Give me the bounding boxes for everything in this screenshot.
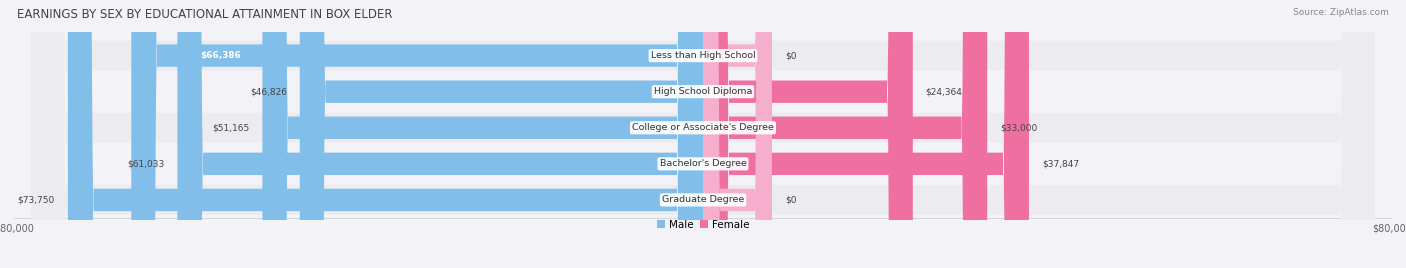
Text: $66,386: $66,386 [200,51,240,60]
FancyBboxPatch shape [31,0,1375,268]
FancyBboxPatch shape [299,0,703,268]
Text: EARNINGS BY SEX BY EDUCATIONAL ATTAINMENT IN BOX ELDER: EARNINGS BY SEX BY EDUCATIONAL ATTAINMEN… [17,8,392,21]
Legend: Male, Female: Male, Female [657,219,749,230]
FancyBboxPatch shape [703,0,772,268]
FancyBboxPatch shape [31,0,1375,268]
Text: Source: ZipAtlas.com: Source: ZipAtlas.com [1294,8,1389,17]
Text: Bachelor's Degree: Bachelor's Degree [659,159,747,168]
Text: $33,000: $33,000 [1000,123,1038,132]
FancyBboxPatch shape [131,0,703,268]
FancyBboxPatch shape [31,0,1375,268]
FancyBboxPatch shape [703,0,912,268]
Text: $24,364: $24,364 [925,87,963,96]
Text: $73,750: $73,750 [18,195,55,204]
FancyBboxPatch shape [263,0,703,268]
FancyBboxPatch shape [67,0,703,268]
Text: Graduate Degree: Graduate Degree [662,195,744,204]
Text: $37,847: $37,847 [1042,159,1078,168]
Text: High School Diploma: High School Diploma [654,87,752,96]
Text: $0: $0 [785,51,796,60]
Text: $46,826: $46,826 [250,87,287,96]
FancyBboxPatch shape [703,0,987,268]
FancyBboxPatch shape [703,0,772,268]
Text: $0: $0 [785,195,796,204]
Text: $51,165: $51,165 [212,123,249,132]
FancyBboxPatch shape [177,0,703,268]
Text: $61,033: $61,033 [127,159,165,168]
FancyBboxPatch shape [31,0,1375,268]
FancyBboxPatch shape [703,0,1029,268]
Text: College or Associate's Degree: College or Associate's Degree [633,123,773,132]
Text: Less than High School: Less than High School [651,51,755,60]
FancyBboxPatch shape [31,0,1375,268]
